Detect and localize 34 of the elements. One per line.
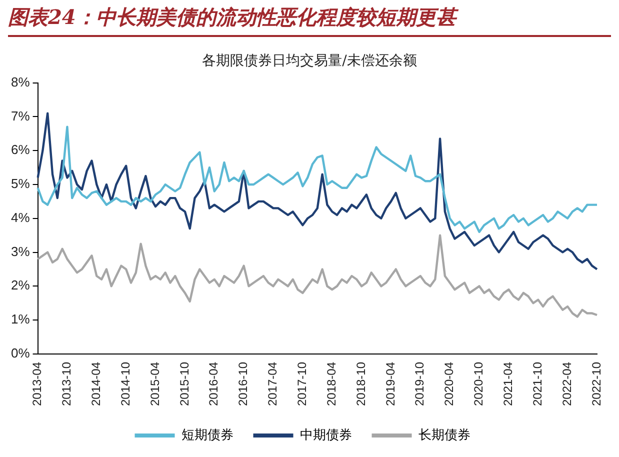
x-tick-label: 2017-04	[266, 362, 280, 406]
x-tick-label: 2017-10	[294, 362, 309, 406]
x-tick-label: 2018-04	[324, 362, 338, 406]
legend-label: 短期债券	[181, 428, 234, 443]
x-tick-label: 2022-04	[560, 362, 574, 406]
x-tick-label: 2022-10	[589, 362, 604, 406]
y-tick-label: 1%	[10, 312, 30, 327]
x-tick-label: 2021-04	[501, 362, 516, 406]
y-tick-label: 3%	[10, 244, 30, 259]
y-tick-label: 5%	[10, 176, 30, 192]
y-tick-label: 4%	[10, 210, 30, 225]
x-tick-label: 2020-10	[472, 362, 486, 406]
x-tick-label: 2015-10	[177, 362, 192, 406]
x-tick-label: 2014-10	[118, 362, 132, 406]
y-tick-label: 7%	[10, 108, 30, 124]
legend-label: 长期债券	[418, 428, 470, 443]
x-tick-label: 2018-10	[354, 362, 368, 406]
chart-title: 图表24：中长期美债的流动性恶化程度较短期更甚	[8, 4, 611, 37]
chart-subtitle: 各期限债券日均交易量/未偿还余额	[201, 52, 418, 70]
x-tick-label: 2016-10	[236, 362, 250, 406]
x-tick-label: 2021-10	[530, 362, 544, 406]
y-tick-label: 6%	[10, 142, 30, 158]
x-tick-label: 2019-04	[383, 362, 398, 406]
y-tick-label: 0%	[10, 346, 30, 361]
y-tick-label: 8%	[10, 74, 30, 90]
x-tick-label: 2016-04	[206, 362, 221, 406]
x-tick-label: 2020-04	[442, 362, 456, 406]
x-tick-label: 2014-04	[88, 362, 103, 406]
x-tick-label: 2013-10	[60, 362, 74, 406]
x-tick-label: 2015-04	[148, 362, 162, 406]
legend-label: 中期债券	[300, 428, 352, 443]
y-tick-label: 2%	[10, 278, 30, 293]
x-tick-label: 2013-04	[30, 362, 44, 406]
x-tick-label: 2019-10	[412, 362, 427, 406]
